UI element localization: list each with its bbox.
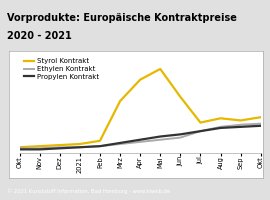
Text: Vorprodukte: Europäische Kontraktpreise: Vorprodukte: Europäische Kontraktpreise (7, 13, 237, 23)
Text: 2020 - 2021: 2020 - 2021 (7, 31, 72, 41)
Legend: Styrol Kontrakt, Ethylen Kontrakt, Propylen Kontrakt: Styrol Kontrakt, Ethylen Kontrakt, Propy… (23, 58, 100, 80)
Text: © 2021 Kunststoff Information, Bad Homburg - www.kiweb.de: © 2021 Kunststoff Information, Bad Hombu… (7, 188, 170, 194)
